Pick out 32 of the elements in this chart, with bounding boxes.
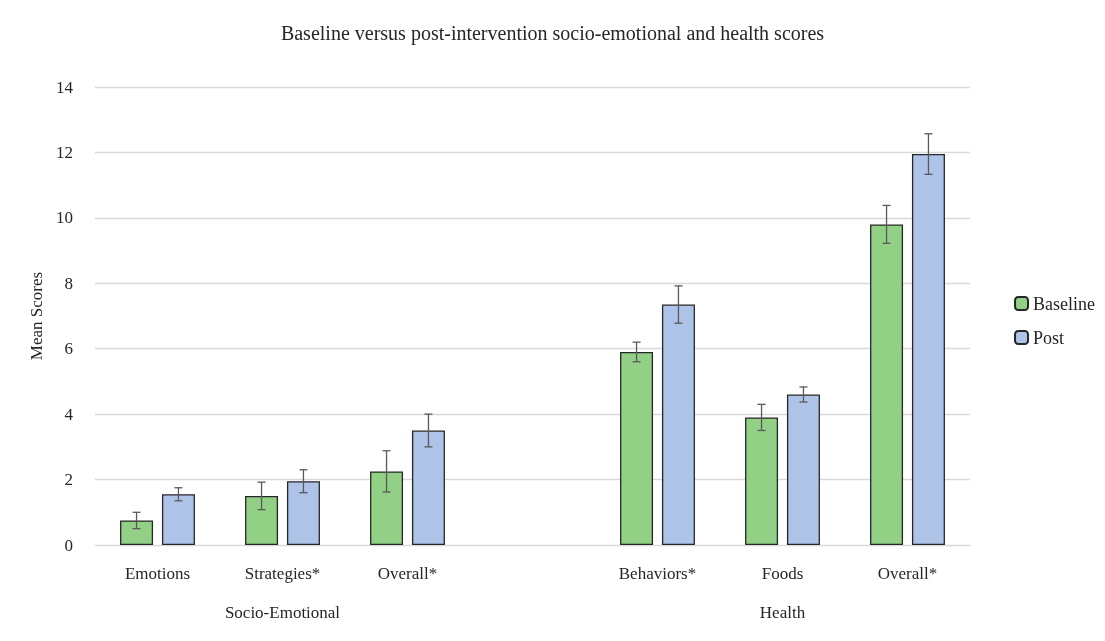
bar (620, 351, 654, 545)
y-tick-label: 0 (64, 535, 73, 555)
bar (911, 154, 945, 545)
text: Socio-Emotional (224, 603, 341, 622)
bar (286, 481, 320, 545)
x-tick-label: Overall* (377, 564, 438, 583)
legend-label: Baseline (1033, 293, 1096, 314)
bar (245, 495, 279, 545)
bar (370, 471, 404, 545)
y-tick-label: 4 (64, 404, 74, 424)
y-tick-label: 12 (56, 142, 73, 162)
y-tick-label: 6 (64, 339, 73, 359)
y-tick-label: 8 (64, 273, 73, 293)
y-tick-label: 14 (56, 77, 74, 97)
bar (411, 430, 445, 545)
legend-label: Post (1033, 327, 1065, 348)
bar (786, 394, 820, 545)
bar (661, 304, 695, 545)
x-tick-label: Strategies* (244, 564, 321, 583)
bar (870, 224, 904, 545)
bar (745, 417, 779, 545)
y-tick-label: 2 (64, 470, 73, 490)
x-tick-label: Emotions (124, 564, 191, 583)
chart-title: Baseline versus post-intervention socio-emotional and health scores (280, 22, 825, 45)
x-tick-label: Behaviors* (618, 564, 697, 583)
bar (120, 520, 154, 545)
y-axis-title: Mean Scores (27, 271, 47, 361)
bar (161, 494, 195, 545)
text: Health (759, 603, 806, 622)
y-tick-label: 10 (56, 208, 73, 228)
x-tick-label: Overall* (877, 564, 938, 583)
x-tick-label: Foods (761, 564, 804, 583)
